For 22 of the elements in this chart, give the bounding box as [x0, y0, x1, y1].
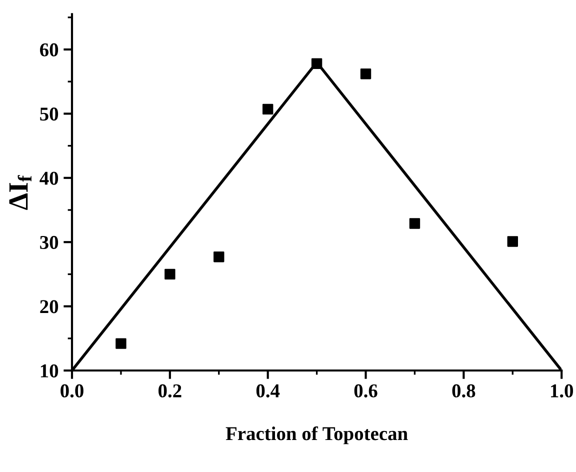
point	[409, 218, 420, 229]
x-axis-title: Fraction of Topotecan	[226, 426, 408, 444]
y-tick-label: 30	[40, 236, 58, 250]
point	[116, 338, 126, 349]
point	[262, 104, 274, 115]
point	[214, 252, 224, 262]
y-tick-label: 20	[40, 300, 58, 314]
x-tick-label: 0.0	[60, 384, 84, 398]
y-tick-label: 10	[40, 364, 58, 378]
y-tick-label: 40	[40, 172, 58, 185]
y-tick-label: 50	[40, 108, 58, 121]
x-tick-label: 1.0	[551, 384, 574, 398]
x-tick-label: 0.4	[256, 384, 280, 398]
point	[360, 68, 372, 80]
x-tick-label: 0.8	[452, 384, 476, 398]
point	[507, 236, 518, 247]
y-axis-title: ΔI$_{f}$	[9, 175, 32, 210]
y-tick-label: 60	[40, 43, 58, 56]
point	[164, 268, 176, 280]
x-tick-label: 0.6	[354, 384, 378, 398]
point	[311, 58, 322, 69]
x-tick-label: 0.2	[158, 384, 182, 398]
